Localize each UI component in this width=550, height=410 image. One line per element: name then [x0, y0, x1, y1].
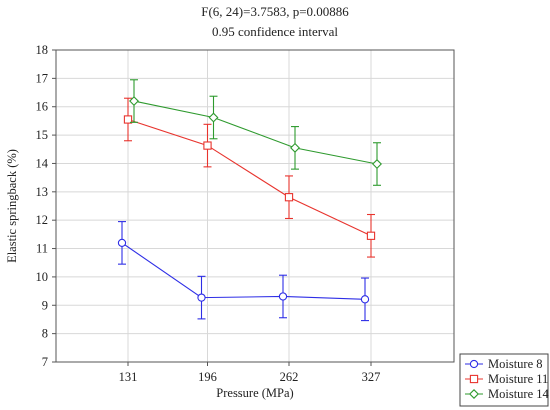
data-point [203, 141, 212, 150]
series-group [117, 79, 382, 322]
legend-item: Moisture 14 [465, 387, 550, 401]
data-point [129, 96, 139, 107]
y-axis-ticks: 7 8 9 10 11 12 13 14 15 16 17 18 [36, 43, 56, 369]
chart-title: F(6, 24)=3.7583, p=0.00886 [201, 4, 349, 19]
data-point [366, 231, 376, 240]
legend-item: Moisture 11 [465, 372, 548, 386]
y-tick-label: 11 [36, 242, 48, 256]
x-tick-label: 196 [198, 370, 217, 384]
y-tick-label: 15 [36, 128, 49, 142]
x-axis-ticks: 131 196 262 327 [119, 362, 381, 384]
x-tick-label: 262 [280, 370, 299, 384]
y-tick-label: 14 [36, 156, 49, 170]
legend-swatch-marker [469, 359, 479, 369]
y-tick-label: 12 [36, 213, 49, 227]
series-line [127, 118, 372, 237]
data-point [284, 193, 294, 202]
chart-subtitle: 0.95 confidence interval [212, 24, 338, 39]
plot-frame [55, 49, 455, 363]
data-point [278, 292, 288, 301]
legend-swatch-marker [469, 389, 479, 399]
y-tick-label: 16 [36, 100, 49, 114]
legend-label: Moisture 11 [488, 372, 548, 386]
y-tick-label: 10 [36, 270, 49, 284]
y-tick-label: 13 [36, 185, 49, 199]
series-3 [129, 79, 382, 186]
y-tick-label: 17 [36, 71, 49, 85]
x-tick-label: 131 [119, 370, 138, 384]
y-tick-label: 8 [42, 327, 48, 341]
legend-label: Moisture 14 [488, 387, 550, 401]
series-line [133, 100, 378, 165]
grid [56, 50, 454, 362]
data-point [197, 293, 206, 302]
legend-item: Moisture 8 [465, 357, 543, 371]
data-point [360, 295, 370, 304]
data-point [117, 238, 127, 248]
series-line [121, 242, 366, 300]
y-tick-label: 18 [36, 43, 49, 57]
y-tick-label: 9 [42, 298, 48, 312]
data-point [290, 142, 300, 153]
legend-label: Moisture 8 [488, 357, 543, 371]
series-1 [117, 221, 370, 322]
series-2 [123, 97, 376, 258]
data-point [208, 112, 219, 123]
x-axis-label: Pressure (MPa) [216, 386, 293, 400]
legend-swatch-marker [469, 374, 479, 384]
y-tick-label: 7 [42, 355, 48, 369]
data-point [123, 115, 133, 124]
y-axis-label: Elastic springback (%) [5, 149, 19, 263]
data-point [372, 159, 382, 169]
x-tick-label: 327 [362, 370, 381, 384]
